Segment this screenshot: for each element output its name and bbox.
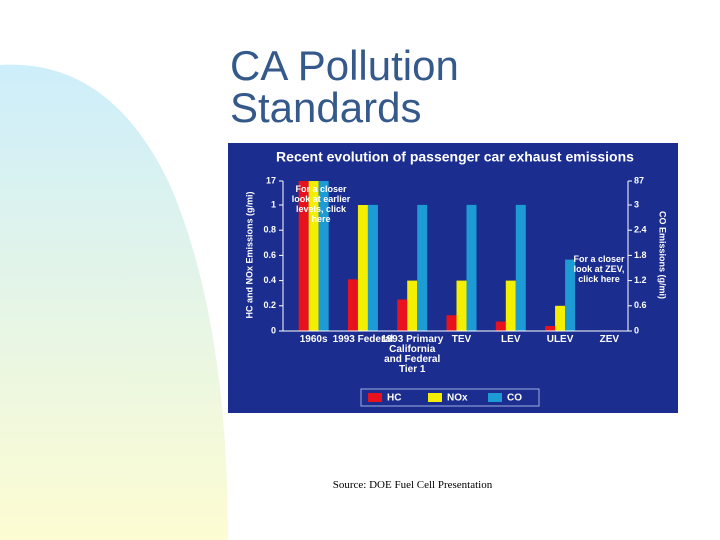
bar bbox=[397, 299, 408, 331]
x-tick-label: ZEV bbox=[599, 334, 620, 345]
legend-label: HC bbox=[387, 393, 401, 404]
bar bbox=[495, 321, 506, 331]
y-tick-label: 0.8 bbox=[263, 225, 276, 235]
bar bbox=[357, 205, 368, 331]
slide-title: CA Pollution Standards bbox=[230, 42, 459, 131]
y2-tick-label: 0.6 bbox=[634, 300, 647, 310]
y2-tick-label: 87 bbox=[634, 175, 644, 185]
bar bbox=[555, 305, 566, 331]
bar bbox=[466, 204, 477, 331]
bar bbox=[545, 325, 556, 331]
bar bbox=[505, 280, 516, 331]
y-tick-label: 17 bbox=[266, 175, 276, 185]
bar bbox=[347, 279, 358, 331]
legend-box bbox=[360, 388, 540, 407]
y-axis-label: HC and NOx Emissions (g/mi) bbox=[244, 191, 254, 318]
x-tick-label: LEV bbox=[501, 334, 521, 345]
y-tick-label: 1 bbox=[271, 199, 276, 209]
legend-label: NOx bbox=[447, 393, 468, 404]
bar bbox=[367, 204, 378, 331]
legend-swatch bbox=[368, 393, 382, 402]
decor-shape bbox=[0, 64, 228, 540]
bar bbox=[417, 204, 428, 331]
x-tick-label: 1960s bbox=[299, 334, 328, 345]
bar bbox=[298, 181, 309, 331]
source-note: Source: DOE Fuel Cell Presentation bbox=[332, 479, 493, 491]
x-tick-label: TEV bbox=[451, 334, 472, 345]
bar bbox=[318, 181, 329, 331]
y-tick-label: 0.2 bbox=[263, 300, 276, 310]
bar bbox=[407, 280, 418, 331]
legend-swatch bbox=[428, 393, 442, 402]
chart: Recent evolution of passenger car exhaus… bbox=[244, 149, 668, 407]
y2-tick-label: 1.2 bbox=[634, 275, 647, 285]
legend-swatch bbox=[488, 393, 502, 402]
bar bbox=[565, 259, 576, 331]
bar bbox=[515, 204, 526, 331]
y-tick-label: 0.4 bbox=[263, 275, 276, 285]
y-tick-label: 0 bbox=[271, 325, 276, 335]
x-tick-label: 1993 Primary California and Federal Tier… bbox=[381, 334, 444, 375]
chart-title: Recent evolution of passenger car exhaus… bbox=[276, 149, 634, 165]
legend-label: CO bbox=[507, 393, 522, 404]
x-tick-label: 1993 Federal bbox=[332, 334, 394, 345]
bar bbox=[446, 315, 457, 331]
annotation[interactable]: For a closer look at earlier levels, cli… bbox=[291, 184, 351, 224]
y2-tick-label: 2.4 bbox=[634, 225, 647, 235]
y-tick-label: 0.6 bbox=[263, 250, 276, 260]
bar bbox=[308, 181, 319, 331]
bar bbox=[456, 280, 467, 331]
annotation[interactable]: For a closer look at ZEV, click here bbox=[573, 254, 625, 284]
x-tick-label: ULEV bbox=[546, 334, 574, 345]
y2-tick-label: 3 bbox=[634, 199, 639, 209]
y2-axis-label: CO Emissions (g/mi) bbox=[658, 211, 668, 299]
y2-tick-label: 1.8 bbox=[634, 250, 647, 260]
y2-tick-label: 0 bbox=[634, 325, 639, 335]
